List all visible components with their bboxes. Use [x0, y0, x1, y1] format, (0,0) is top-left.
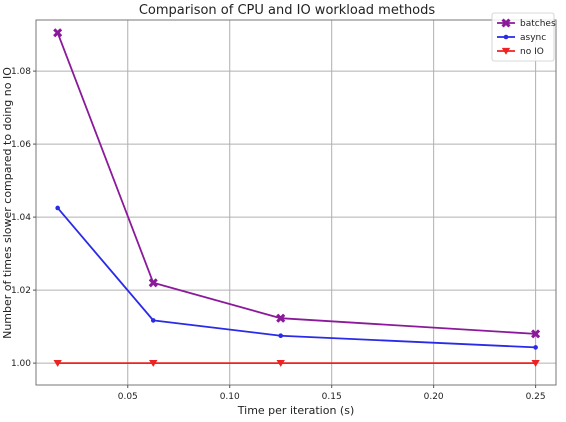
x-tick-label: 0.05 [118, 392, 138, 402]
y-tick-label: 1.02 [11, 286, 31, 296]
x-axis-ticks: 0.05 0.10 0.15 0.20 0.25 [118, 385, 546, 402]
x-tick-label: 0.20 [424, 392, 444, 402]
x-tick-label: 0.15 [322, 392, 342, 402]
series-line [56, 32, 536, 335]
data-point [55, 205, 60, 211]
chart-title: Comparison of CPU and IO workload method… [139, 3, 436, 18]
data-point [53, 28, 63, 38]
data-point [531, 359, 540, 367]
legend-item: async [497, 33, 546, 43]
y-tick-label: 1.06 [11, 140, 31, 150]
y-axis-ticks: 1.00 1.02 1.04 1.06 1.08 [11, 67, 36, 369]
legend-swatch-marker [503, 34, 509, 40]
legend-label: batches [520, 19, 556, 29]
series-group [53, 28, 541, 367]
legend-swatch-marker [501, 18, 511, 28]
data-point [276, 359, 285, 367]
series-batches [53, 28, 541, 339]
legend-label: no IO [520, 47, 544, 57]
legend-label: async [520, 33, 546, 43]
y-axis-label: Number of times slower compared to doing… [1, 67, 14, 339]
legend-item: no IO [497, 47, 544, 57]
x-tick-label: 0.25 [526, 392, 546, 402]
y-tick-label: 1.08 [11, 67, 31, 77]
data-point [276, 313, 286, 323]
series-line [56, 207, 536, 349]
series-no-io [53, 359, 540, 367]
x-tick-label: 0.10 [220, 392, 240, 402]
plot-frame [35, 19, 557, 386]
data-point [53, 359, 62, 367]
data-point [533, 345, 538, 350]
x-axis-label: Time per iteration (s) [237, 404, 354, 417]
legend-swatch-marker [501, 47, 511, 55]
series-async [55, 205, 538, 350]
data-point [148, 278, 158, 288]
data-point [150, 318, 156, 323]
data-point [149, 359, 158, 367]
legend-item: batches [497, 18, 556, 29]
y-tick-label: 1.04 [11, 213, 31, 223]
data-point [531, 329, 541, 339]
data-point [278, 333, 284, 339]
legend: batches async no IO [491, 12, 556, 62]
y-tick-label: 1.00 [11, 359, 31, 369]
